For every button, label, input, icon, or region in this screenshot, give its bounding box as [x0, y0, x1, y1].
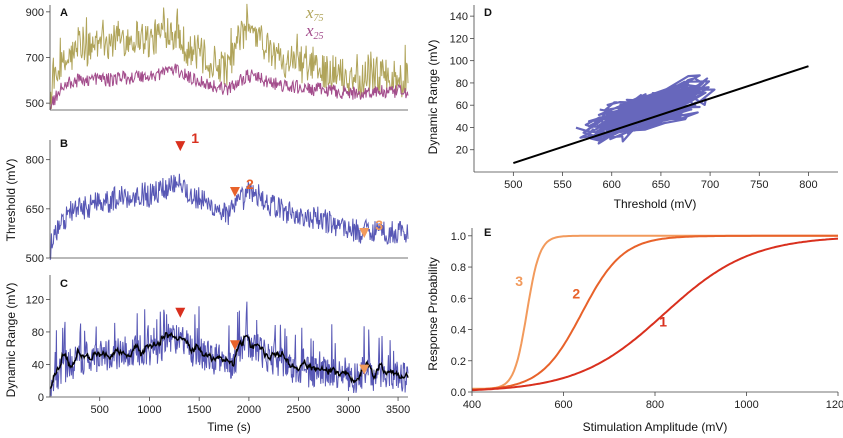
panel-d-y-tick-label: 80	[456, 78, 468, 90]
panel-c-x-tick-label: 3500	[386, 404, 410, 416]
panel-b-arrow-marker	[359, 227, 370, 238]
panel-d-x-tick-label: 550	[553, 179, 571, 191]
panel-b-marker-label: 3	[375, 217, 383, 233]
panel-b-label: B	[60, 138, 68, 150]
panel-e-y-tick-label: 0.0	[451, 387, 466, 399]
panel-c-x-tick-label: 1500	[187, 404, 211, 416]
curve-3	[472, 234, 838, 390]
panel-e-x-tick-label: 800	[646, 399, 664, 411]
panel-c-x-tick-label: 2500	[286, 404, 310, 416]
panel-e-y-tick-label: 0.6	[451, 293, 466, 305]
trajectory-scatter	[575, 74, 716, 145]
panel-d-x-tick-label: 500	[504, 179, 522, 191]
series-x75-line	[49, 3, 409, 109]
panel-e-y-tick-label: 0.2	[451, 356, 466, 368]
regression-fit-line	[513, 65, 809, 165]
panel-a-y-tick-label: 900	[26, 7, 44, 19]
panel-b-arrow-marker	[175, 141, 186, 152]
panel-d-y-tick-label: 60	[456, 100, 468, 112]
curve-2	[471, 234, 838, 391]
panel-b-arrow-marker	[229, 187, 240, 197]
panel-c-x-label: Time (s)	[207, 420, 251, 434]
panel-b-y-label: Threshold (mV)	[4, 159, 18, 242]
panel-c-x-tick-label: 3000	[336, 404, 360, 416]
panel-e-y-tick-label: 0.8	[451, 262, 466, 274]
panel-b-marker-label: 1	[191, 130, 199, 146]
panel-e-y-tick-label: 1.0	[451, 231, 466, 243]
panel-c-y-label: Dynamic Range (mV)	[4, 283, 18, 398]
panel-a-y-tick-label: 500	[26, 98, 44, 110]
panel-d-y-tick-label: 20	[456, 145, 468, 157]
panel-c-x-tick-label: 2000	[237, 404, 261, 416]
series-dynamic-range-smoothed-line	[49, 331, 409, 390]
panel-a-legend: x75 x25	[305, 3, 324, 42]
panel-e-x-tick-label: 1000	[734, 399, 758, 411]
panel-d-label: D	[484, 7, 492, 19]
panel-e-x-tick-label: 400	[463, 399, 481, 411]
panel-c-arrow-marker	[229, 340, 240, 351]
panel-d-y-tick-label: 100	[450, 56, 468, 68]
series-threshold-line	[49, 173, 409, 261]
panel-e-x-tick-label: 1200	[826, 399, 843, 411]
legend-entry-x25: x25	[305, 21, 324, 42]
panel-c-y-tick-label: 40	[32, 359, 44, 371]
panel-c-x-tick-label: 1000	[137, 404, 161, 416]
panel-d-x-tick-label: 600	[603, 179, 621, 191]
panel-d-x-label: Threshold (mV)	[614, 197, 697, 211]
curve-1	[472, 237, 839, 392]
series-x25-line	[49, 63, 409, 110]
legend-entry-x75: x75	[305, 3, 324, 24]
panel-c-x-tick-label: 500	[91, 404, 109, 416]
panel-e-label: E	[484, 227, 491, 239]
panel-c-label: C	[60, 278, 68, 290]
curve-label-2: 2	[572, 285, 580, 301]
panel-d-x-tick-label: 700	[701, 179, 719, 191]
panel-c-y-tick-label: 120	[26, 294, 44, 306]
panel-d-y-tick-label: 140	[450, 11, 468, 23]
panel-b-y-tick-label: 800	[26, 155, 44, 167]
panel-a: A 500 700 900 x75 x25	[26, 3, 409, 111]
panel-d-y-label: Dynamic Range (mV)	[426, 40, 440, 155]
panel-d-y-tick-label: 40	[456, 122, 468, 134]
curve-label-3: 3	[515, 273, 523, 289]
panel-b-marker-label: 2	[246, 176, 254, 192]
panel-d-x-tick-label: 650	[652, 179, 670, 191]
panel-d-x-tick-label: 800	[799, 179, 817, 191]
panel-c-y-tick-label: 0	[38, 392, 44, 404]
panel-d: D Dynamic Range (mV) 20 40 60 80 100 120 140 5…	[426, 5, 838, 211]
panel-e-y-tick-label: 0.4	[451, 325, 466, 337]
series-dynamic-range-line	[49, 301, 409, 397]
panel-e: E Response Probability 0.0 0.2 0.4 0.6 0.8 1.…	[426, 227, 843, 434]
panel-e-x-tick-label: 600	[554, 399, 572, 411]
panel-b: B Threshold (mV) 500 650 800 1 2 3	[4, 130, 409, 265]
panel-c-y-tick-label: 80	[32, 327, 44, 339]
panel-c-arrow-marker	[175, 307, 186, 318]
panel-a-y-tick-label: 700	[26, 53, 44, 65]
panel-e-y-label: Response Probability	[426, 257, 440, 370]
panel-e-x-label: Stimulation Amplitude (mV)	[583, 420, 728, 434]
curve-label-1: 1	[659, 313, 667, 329]
panel-d-x-tick-label: 750	[750, 179, 768, 191]
panel-c-arrow-marker	[359, 364, 370, 375]
panel-c: C Dynamic Range (mV) 0 40 80 120 500 1000 150…	[4, 275, 410, 434]
panel-b-y-tick-label: 650	[26, 204, 44, 216]
panel-d-y-tick-label: 120	[450, 33, 468, 45]
panel-a-label: A	[60, 7, 68, 19]
panel-b-y-tick-label: 500	[26, 253, 44, 265]
